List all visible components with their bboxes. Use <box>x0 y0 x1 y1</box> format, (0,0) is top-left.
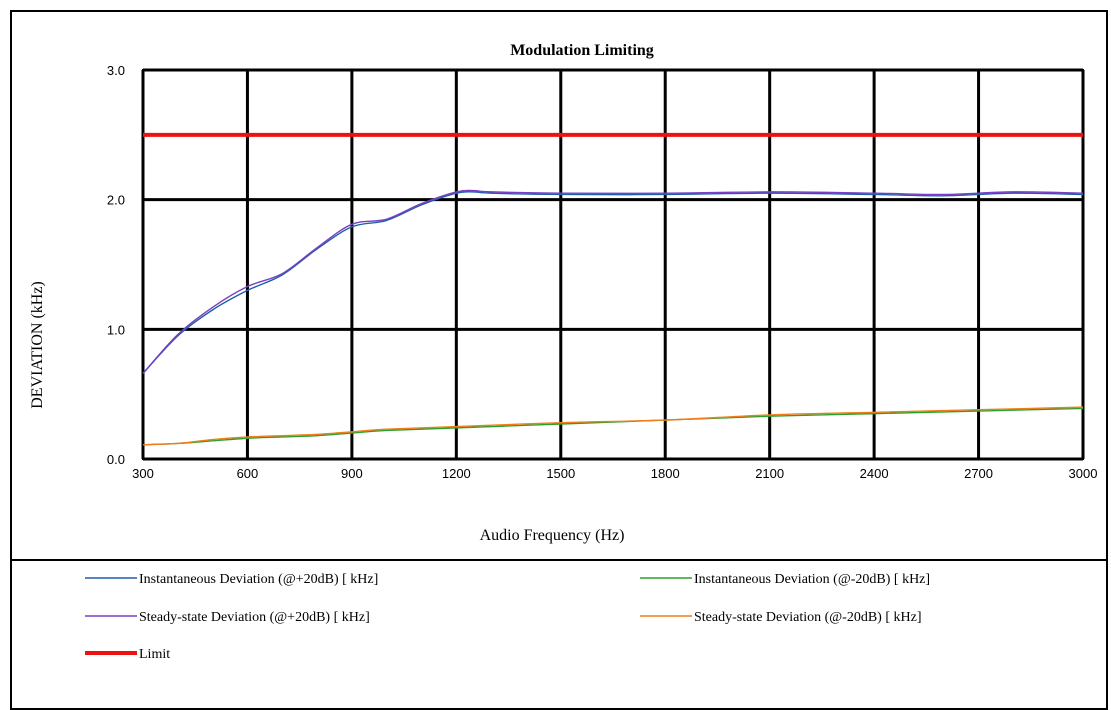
y-tick-label: 2.0 <box>107 193 125 208</box>
series-line-1 <box>142 407 1084 446</box>
series-line-3 <box>142 406 1084 446</box>
x-tick-label: 1800 <box>651 466 680 481</box>
legend-label: Steady-state Deviation (@+20dB) [ kHz] <box>139 610 370 625</box>
legend-label: Instantaneous Deviation (@+20dB) [ kHz] <box>139 572 378 587</box>
y-tick-label: 3.0 <box>107 63 125 78</box>
y-tick-label: 1.0 <box>107 322 125 337</box>
x-tick-label: 900 <box>341 466 363 481</box>
series-line-2 <box>142 189 1084 374</box>
x-tick-label: 2700 <box>964 466 993 481</box>
x-tick-label: 1200 <box>442 466 471 481</box>
x-tick-label: 2400 <box>860 466 889 481</box>
x-tick-label: 3000 <box>1069 466 1098 481</box>
legend-label: Steady-state Deviation (@-20dB) [ kHz] <box>694 610 922 625</box>
series-line-0 <box>142 191 1084 374</box>
x-axis-label: Audio Frequency (Hz) <box>480 527 625 544</box>
y-tick-label: 0.0 <box>107 452 125 467</box>
x-tick-label: 600 <box>237 466 259 481</box>
x-tick-label: 1500 <box>546 466 575 481</box>
y-axis-label: DEVIATION (kHz) <box>29 281 46 409</box>
legend: Instantaneous Deviation (@+20dB) [ kHz] I… <box>85 572 930 662</box>
chart-svg: 300 600 900 1200 1500 1800 2100 2400 2700 3000 0.0… <box>10 42 1108 662</box>
plot-border <box>142 69 1084 460</box>
chart-title: Modulation Limiting <box>510 42 654 59</box>
legend-label: Instantaneous Deviation (@-20dB) [ kHz] <box>694 572 930 587</box>
series-layer <box>142 132 1084 446</box>
plot-area <box>142 69 1084 460</box>
x-tick-label: 300 <box>132 466 154 481</box>
x-tick-label: 2100 <box>755 466 784 481</box>
tick-labels: 300 600 900 1200 1500 1800 2100 2400 2700 3000 0.0… <box>107 63 1098 481</box>
legend-label: Limit <box>139 647 170 662</box>
